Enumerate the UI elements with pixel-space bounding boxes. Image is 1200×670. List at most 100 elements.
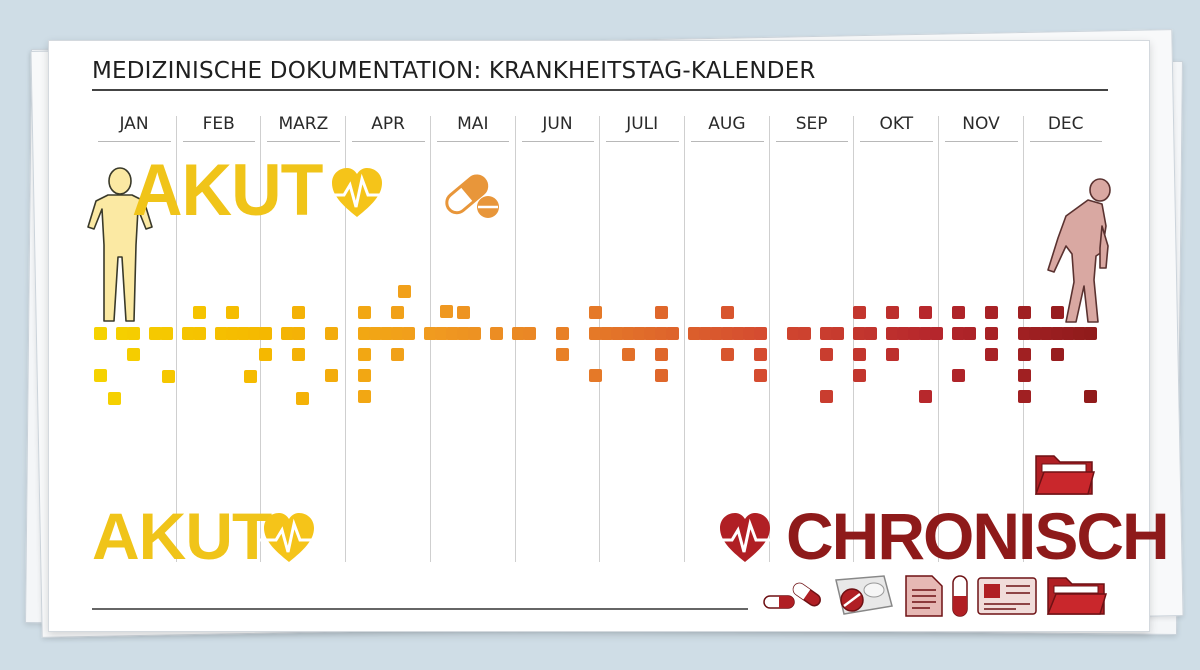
month-underline xyxy=(182,141,256,142)
month-underline xyxy=(98,141,171,142)
month-label-okt: OKT xyxy=(879,114,914,134)
sick-day-cell xyxy=(116,327,129,340)
sick-day-cell xyxy=(721,348,734,361)
sick-day-cell xyxy=(226,327,239,340)
sick-day-cell xyxy=(457,327,470,340)
sick-day-cell xyxy=(1040,327,1053,340)
month-divider xyxy=(768,116,770,562)
month-underline xyxy=(352,141,425,142)
sick-day-cell xyxy=(930,327,943,340)
month-label-marz: MARZ xyxy=(278,114,329,134)
month-label-dec: DEC xyxy=(1047,114,1084,134)
sick-day-cell xyxy=(633,327,646,340)
month-label-apr: APR xyxy=(371,114,405,134)
folder-icon xyxy=(1034,455,1095,495)
capsule-icon xyxy=(952,575,968,617)
month-label-juli: JULI xyxy=(626,114,659,134)
month-underline xyxy=(775,141,849,142)
sick-day-cell xyxy=(215,327,228,340)
sick-day-cell xyxy=(622,348,635,361)
month-underline xyxy=(267,141,341,142)
month-divider xyxy=(683,116,685,562)
sick-day-cell xyxy=(688,327,701,340)
sick-day-cell xyxy=(600,327,613,340)
sick-day-cell xyxy=(732,327,745,340)
month-label-jun: JUN xyxy=(542,114,573,134)
pill-box-icon xyxy=(835,575,893,615)
sick-day-cell xyxy=(398,285,411,298)
sick-day-cell xyxy=(721,306,734,319)
sick-day-cell xyxy=(919,306,932,319)
sick-day-cell xyxy=(391,348,404,361)
sick-day-cell xyxy=(1018,390,1031,403)
sick-day-cell xyxy=(523,327,536,340)
sick-day-cell xyxy=(820,348,833,361)
month-underline xyxy=(606,141,679,142)
sick-day-cell xyxy=(556,348,569,361)
sick-day-cell xyxy=(369,327,382,340)
sick-day-cell xyxy=(1073,327,1086,340)
bottom-divider xyxy=(92,608,748,610)
sick-day-cell xyxy=(1084,327,1097,340)
sick-day-cell xyxy=(952,327,965,340)
month-label-feb: FEB xyxy=(202,114,235,134)
document-icon xyxy=(905,575,943,617)
sick-day-cell xyxy=(182,327,195,340)
sick-day-cell xyxy=(853,369,866,382)
sick-day-cell xyxy=(589,369,602,382)
sick-day-cell xyxy=(853,327,866,340)
sick-day-cell xyxy=(655,348,668,361)
sick-day-cell xyxy=(952,306,965,319)
sick-day-cell xyxy=(237,327,250,340)
sick-day-cell xyxy=(358,306,371,319)
sick-day-cell xyxy=(446,327,459,340)
sick-day-cell xyxy=(292,348,305,361)
month-divider xyxy=(175,116,177,562)
sick-day-cell xyxy=(886,327,899,340)
sick-day-cell xyxy=(149,327,162,340)
sick-day-cell xyxy=(655,306,668,319)
sick-day-cell xyxy=(655,327,668,340)
sick-day-cell xyxy=(1029,327,1042,340)
sick-day-cell xyxy=(193,327,206,340)
sick-day-cell xyxy=(611,327,624,340)
sick-day-cell xyxy=(908,327,921,340)
sick-day-cell xyxy=(886,348,899,361)
sick-day-cell xyxy=(358,390,371,403)
sick-day-cell xyxy=(325,327,338,340)
sick-day-cell xyxy=(1018,306,1031,319)
sick-day-cell xyxy=(1084,390,1097,403)
pill-icon xyxy=(445,174,499,218)
sick-day-cell xyxy=(820,390,833,403)
month-underline xyxy=(521,141,595,142)
month-header-row: JAN FEB MARZ APR MAI JUN JULI AUG SEP OKT NOV DEC xyxy=(92,114,1108,144)
month-underline xyxy=(945,141,1018,142)
sick-day-cell xyxy=(655,369,668,382)
sick-day-cell xyxy=(108,392,121,405)
heart-pulse-icon xyxy=(258,513,320,562)
sick-day-cell xyxy=(1051,348,1064,361)
sick-day-cell xyxy=(292,306,305,319)
sick-day-cell xyxy=(754,327,767,340)
sick-day-cell xyxy=(490,327,503,340)
sick-day-cell xyxy=(985,327,998,340)
sick-day-cell xyxy=(754,369,767,382)
sick-day-cell xyxy=(296,392,309,405)
id-card-icon xyxy=(977,577,1037,615)
sick-day-cell xyxy=(1062,327,1075,340)
sick-day-cell xyxy=(259,327,272,340)
sick-day-cell xyxy=(244,370,257,383)
sick-day-cell xyxy=(193,306,206,319)
sick-day-cell xyxy=(589,327,602,340)
sick-day-cell xyxy=(1018,369,1031,382)
sick-day-cell xyxy=(325,369,338,382)
sick-day-cell xyxy=(897,327,910,340)
sick-day-cell xyxy=(864,327,877,340)
sick-day-cell xyxy=(424,327,437,340)
month-label-jan: JAN xyxy=(119,114,149,134)
document-title: MEDIZINISCHE DOKUMENTATION: KRANKHEITSTA… xyxy=(92,58,816,84)
pill-icon xyxy=(763,582,821,609)
month-divider xyxy=(345,116,347,562)
sick-day-cell xyxy=(358,327,371,340)
